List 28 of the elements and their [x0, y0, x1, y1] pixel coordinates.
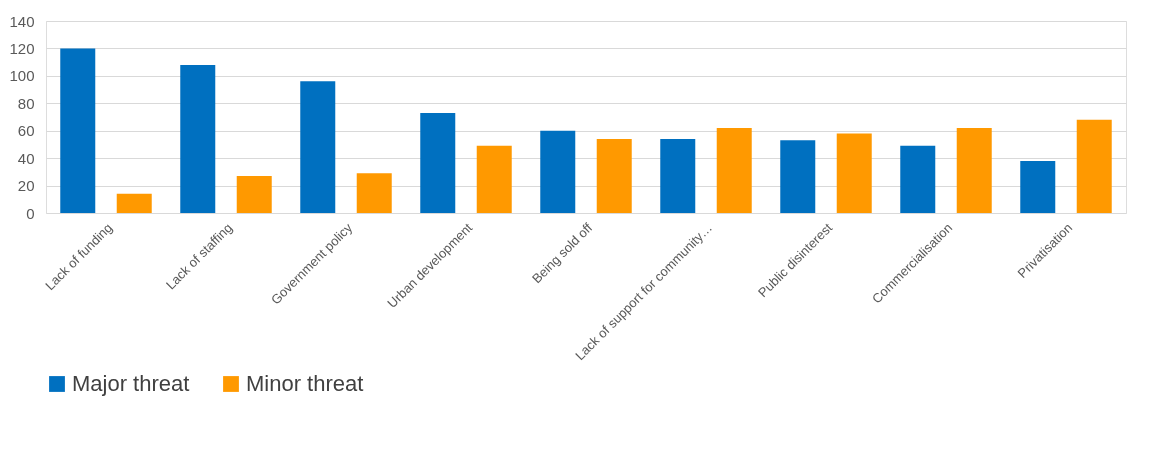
y-tick-label: 80 — [17, 94, 35, 112]
bar — [1020, 160, 1056, 213]
bar — [596, 138, 632, 213]
y-tick-label: 0 — [26, 204, 35, 222]
bar — [1076, 119, 1112, 213]
bar — [780, 140, 816, 213]
legend-label: Major threat — [72, 371, 190, 396]
bar — [236, 175, 272, 213]
y-tick-label: 120 — [9, 39, 35, 57]
y-tick-label: 60 — [17, 122, 35, 140]
bar — [356, 173, 392, 213]
legend-label: Minor threat — [246, 371, 364, 396]
bar — [116, 193, 152, 213]
bar — [540, 130, 576, 213]
y-tick-label: 20 — [17, 177, 35, 195]
bar — [476, 145, 512, 213]
bar — [836, 133, 872, 213]
bar — [300, 81, 336, 213]
bar — [660, 138, 696, 213]
bar — [900, 145, 936, 213]
y-tick-label: 100 — [9, 67, 35, 85]
bar — [956, 127, 992, 213]
bar — [716, 127, 752, 213]
y-tick-label: 40 — [17, 149, 35, 167]
bar — [60, 48, 96, 213]
bar — [180, 64, 216, 213]
bar — [420, 112, 456, 213]
y-tick-label: 140 — [9, 12, 35, 30]
